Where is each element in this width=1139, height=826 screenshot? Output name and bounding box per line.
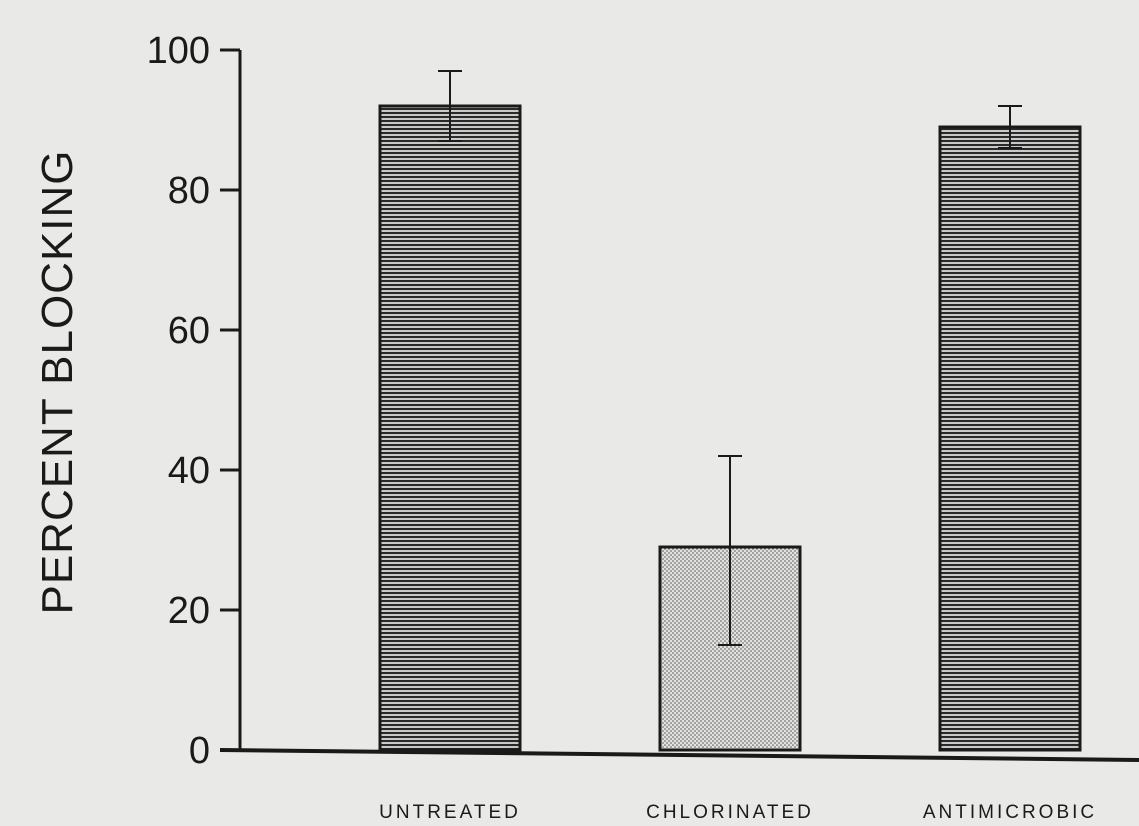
x-axis-labels: UNTREATED CHLORINATED ANTIMICROBIC [379,802,1097,823]
x-tick-label-chlorinated: CHLORINATED [646,802,814,823]
error-bars [438,70,1022,646]
bar-untreated [378,104,522,752]
y-tick-label: 40 [168,450,210,492]
error-bar-untreated [438,70,462,142]
error-bar-antimicrobic [998,105,1022,149]
x-axis-line [219,748,1139,762]
y-tick-label: 100 [147,30,210,72]
y-axis-title: PERCENT BLOCKING [33,149,82,614]
error-bar-chlorinated [718,455,742,646]
y-tick-label: 60 [168,310,210,352]
y-tick-label: 0 [189,730,210,772]
y-tick-label: 20 [168,590,210,632]
bar-antimicrobic [938,125,1082,752]
y-tick-label: 80 [168,170,210,212]
bars [378,104,1082,752]
x-tick-label-antimicrobic: ANTIMICROBIC [923,802,1097,823]
x-tick-label-untreated: UNTREATED [379,802,521,823]
y-axis-ticks: 0 20 40 60 80 100 [147,30,240,772]
